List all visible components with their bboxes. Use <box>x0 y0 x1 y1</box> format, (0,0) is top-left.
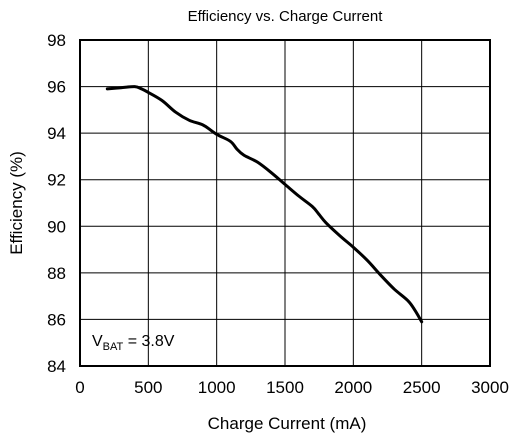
vbat-annotation: VBAT = 3.8V <box>92 333 175 353</box>
y-tick-label: 88 <box>47 264 66 283</box>
y-tick-label: 98 <box>47 31 66 50</box>
y-axis-label: Efficiency (%) <box>7 151 26 255</box>
y-tick-labels: 84 86 88 90 92 94 96 98 <box>47 31 66 376</box>
x-tick-label: 500 <box>134 378 162 397</box>
y-tick-label: 94 <box>47 124 66 143</box>
annotation-suffix: = 3.8V <box>123 333 174 350</box>
y-tick-label: 84 <box>47 357 66 376</box>
x-tick-label: 2500 <box>403 378 441 397</box>
grid-lines <box>79 39 491 367</box>
x-axis-label: Charge Current (mA) <box>208 414 367 433</box>
annotation-subscript: BAT <box>103 341 124 353</box>
x-tick-labels: 0 500 1000 1500 2000 2500 3000 <box>75 378 509 397</box>
x-tick-label: 1500 <box>266 378 304 397</box>
y-tick-label: 90 <box>47 217 66 236</box>
series-group <box>105 85 424 324</box>
x-tick-label: 3000 <box>471 378 509 397</box>
x-tick-label: 1000 <box>198 378 236 397</box>
x-tick-label: 2000 <box>334 378 372 397</box>
plot-frame <box>79 39 491 367</box>
annotation-main: V <box>92 333 103 350</box>
y-tick-label: 92 <box>47 171 66 190</box>
y-tick-label: 96 <box>47 78 66 97</box>
chart-title: Efficiency vs. Charge Current <box>188 8 384 25</box>
efficiency-series-line <box>105 85 424 324</box>
x-tick-label: 0 <box>75 378 84 397</box>
y-tick-label: 86 <box>47 310 66 329</box>
